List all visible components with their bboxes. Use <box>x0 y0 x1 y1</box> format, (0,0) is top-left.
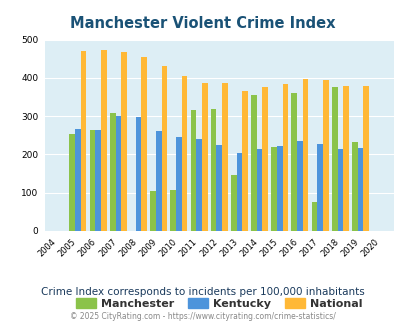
Bar <box>115 116 121 231</box>
Bar <box>251 95 256 231</box>
Bar <box>156 131 161 231</box>
Bar <box>69 134 75 231</box>
Bar <box>121 52 126 231</box>
Bar <box>351 142 357 231</box>
Text: Manchester Violent Crime Index: Manchester Violent Crime Index <box>70 16 335 31</box>
Bar <box>170 190 176 231</box>
Text: Crime Index corresponds to incidents per 100,000 inhabitants: Crime Index corresponds to incidents per… <box>41 287 364 297</box>
Bar <box>141 57 147 231</box>
Legend: Manchester, Kentucky, National: Manchester, Kentucky, National <box>71 294 366 314</box>
Bar <box>291 93 296 231</box>
Bar <box>230 175 236 231</box>
Bar <box>322 80 328 231</box>
Bar <box>342 85 348 231</box>
Bar <box>331 87 337 231</box>
Bar <box>75 129 81 231</box>
Bar <box>302 79 308 231</box>
Bar <box>276 147 282 231</box>
Bar <box>271 147 276 231</box>
Bar <box>101 50 107 231</box>
Bar <box>296 141 302 231</box>
Bar <box>196 139 201 231</box>
Bar <box>236 153 242 231</box>
Bar <box>190 111 196 231</box>
Bar <box>311 202 317 231</box>
Bar <box>161 66 167 231</box>
Bar <box>90 130 95 231</box>
Bar <box>362 86 368 231</box>
Bar <box>242 90 247 231</box>
Bar <box>317 144 322 231</box>
Bar <box>256 149 262 231</box>
Bar <box>110 113 115 231</box>
Bar <box>337 149 342 231</box>
Bar <box>135 117 141 231</box>
Bar <box>95 130 101 231</box>
Text: © 2025 CityRating.com - https://www.cityrating.com/crime-statistics/: © 2025 CityRating.com - https://www.city… <box>70 312 335 321</box>
Bar <box>201 83 207 231</box>
Bar <box>150 191 156 231</box>
Bar <box>210 109 216 231</box>
Bar <box>216 145 222 231</box>
Bar <box>176 137 181 231</box>
Bar <box>262 87 267 231</box>
Bar <box>282 84 288 231</box>
Bar <box>181 76 187 231</box>
Bar <box>357 148 362 231</box>
Bar <box>81 51 86 231</box>
Bar <box>222 83 227 231</box>
